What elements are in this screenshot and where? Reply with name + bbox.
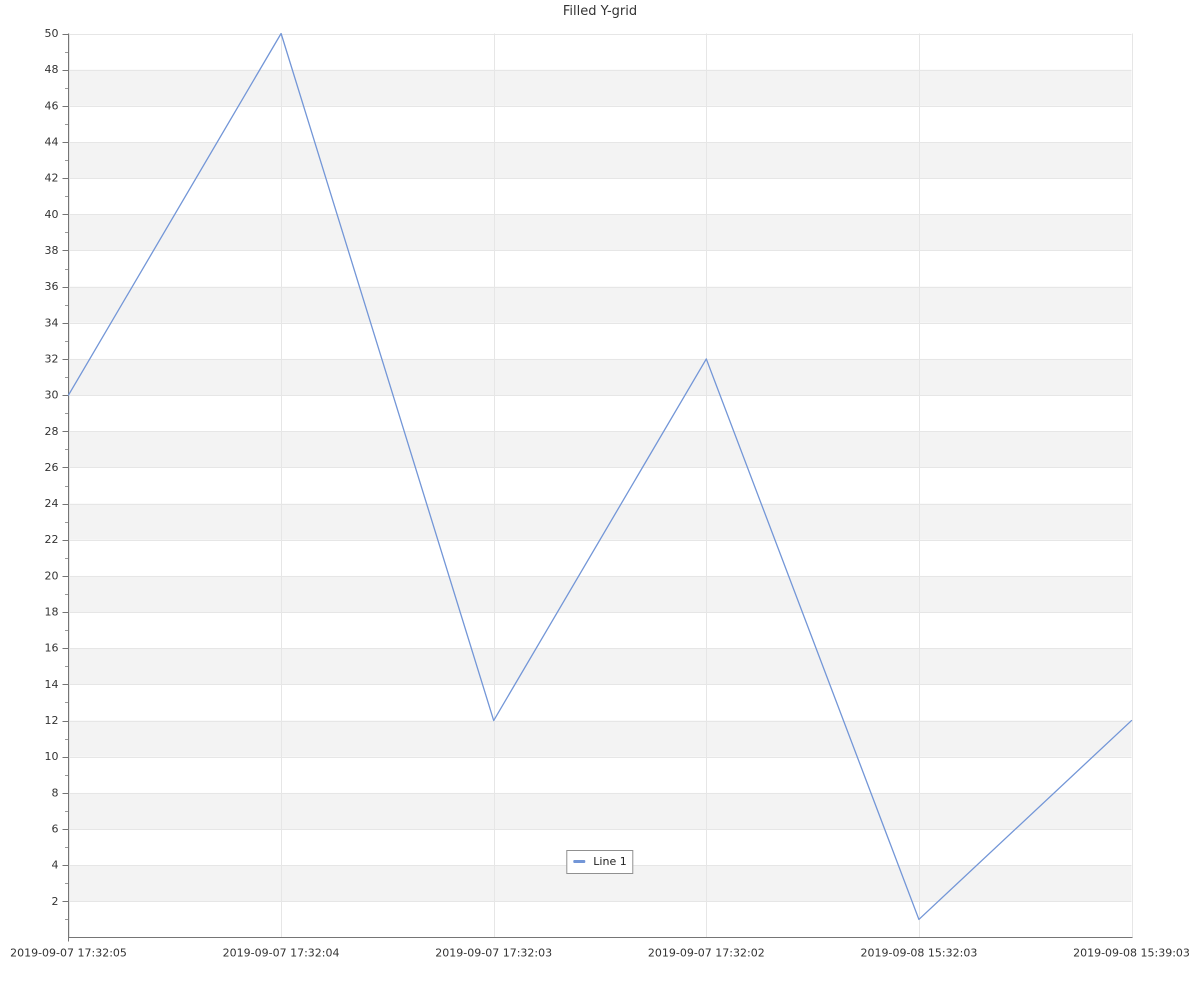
- y-tick-label: 24: [45, 497, 59, 510]
- chart-title: Filled Y-grid: [562, 4, 638, 19]
- y-tick-label: 18: [45, 606, 59, 619]
- y-grid-band: [68, 792, 1132, 830]
- y-tick-label: 4: [52, 859, 59, 872]
- legend-item-label: Line 1: [593, 855, 627, 868]
- y-grid-band: [68, 431, 1132, 468]
- legend[interactable]: Line 1: [566, 850, 634, 874]
- y-grid-band: [68, 141, 1132, 179]
- y-tick-label: 46: [45, 99, 59, 112]
- x-tick-label: 2019-09-07 17:32:04: [223, 947, 340, 960]
- y-grid-band: [68, 214, 1132, 251]
- y-tick-label: 26: [45, 461, 59, 474]
- x-tick-label: 2019-09-08 15:39:03: [1073, 947, 1190, 960]
- x-tick-label: 2019-09-07 17:32:02: [648, 947, 765, 960]
- y-grid-band: [68, 503, 1132, 540]
- y-tick-label: 44: [45, 135, 59, 148]
- y-grid-band: [68, 575, 1132, 613]
- legend-line-swatch: [573, 860, 586, 863]
- y-tick-label: 32: [45, 352, 59, 365]
- y-tick-label: 38: [45, 244, 59, 257]
- y-tick-label: 16: [45, 642, 59, 655]
- y-tick-label: 48: [45, 63, 59, 76]
- y-tick-label: 28: [45, 425, 59, 438]
- y-tick-label: 6: [52, 823, 59, 836]
- y-grid-band: [68, 69, 1132, 106]
- y-grid-band: [68, 720, 1132, 757]
- y-tick-label: 34: [45, 316, 59, 329]
- y-grid-band: [68, 286, 1132, 323]
- y-grid-band: [68, 358, 1132, 396]
- y-tick-label: 14: [45, 678, 59, 691]
- y-grid-band: [68, 648, 1132, 685]
- y-tick-label: 22: [45, 533, 59, 546]
- y-tick-label: 30: [45, 389, 59, 402]
- y-tick-label: 2: [52, 895, 59, 908]
- y-tick-label: 10: [45, 750, 59, 763]
- y-tick-label: 50: [45, 27, 59, 40]
- y-tick-label: 40: [45, 208, 59, 221]
- y-tick-label: 12: [45, 714, 59, 727]
- x-tick-label: 2019-09-07 17:32:03: [435, 947, 552, 960]
- x-tick-label: 2019-09-08 15:32:03: [860, 947, 977, 960]
- y-tick-label: 36: [45, 280, 59, 293]
- series-line: [67, 32, 1133, 921]
- x-tick-label: 2019-09-07 17:32:05: [10, 947, 127, 960]
- y-tick-label: 8: [52, 786, 59, 799]
- y-tick-label: 42: [45, 172, 59, 185]
- y-tick-label: 20: [45, 569, 59, 582]
